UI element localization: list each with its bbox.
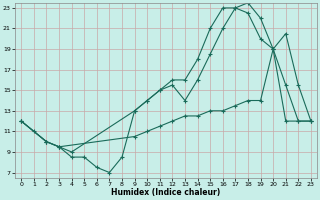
X-axis label: Humidex (Indice chaleur): Humidex (Indice chaleur) [111,188,221,197]
